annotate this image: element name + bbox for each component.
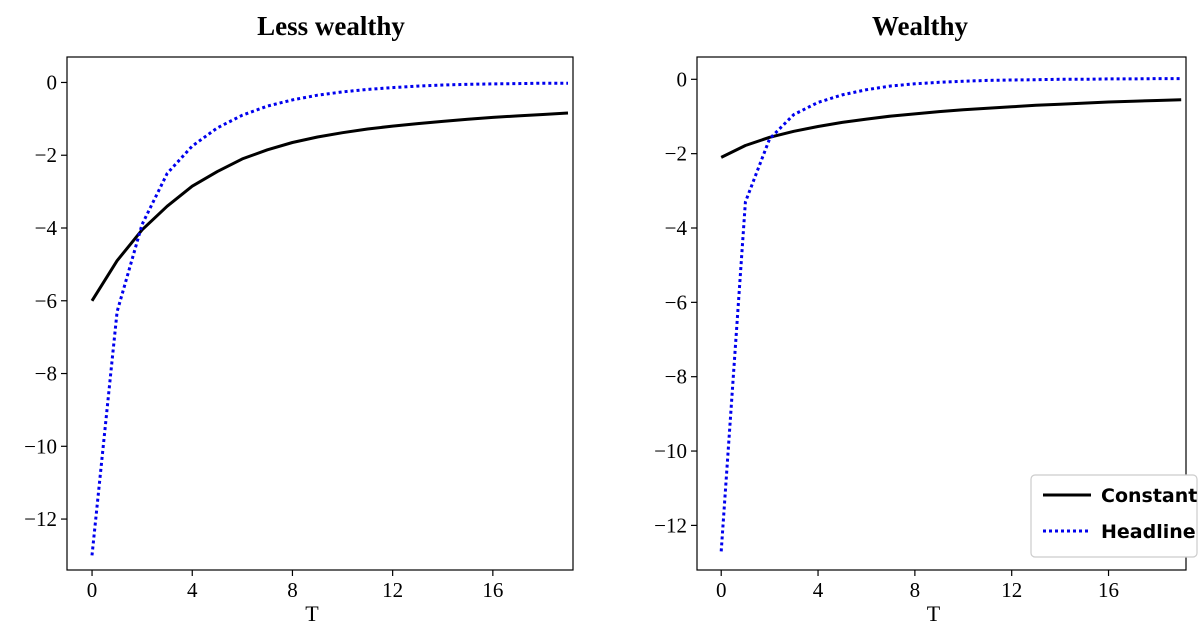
y-tick-label: −4	[35, 216, 58, 240]
y-tick-label: −2	[35, 143, 57, 167]
y-tick-label: −12	[654, 513, 687, 537]
axes-frame	[66, 56, 574, 571]
x-tick-label: 0	[87, 578, 98, 602]
y-tick-label: −12	[24, 507, 57, 531]
x-tick-label: 4	[813, 578, 824, 602]
y-tick-label: −10	[654, 439, 687, 463]
series-constant-line	[720, 98, 1182, 159]
legend-label-headline: Headline	[1101, 521, 1196, 543]
x-tick-label: 8	[287, 578, 298, 602]
axes-frame	[696, 56, 1187, 571]
y-tick-label: −6	[665, 290, 687, 314]
series-constant-line	[90, 111, 569, 302]
x-tick-label: 0	[716, 578, 727, 602]
plot-area	[719, 77, 1182, 552]
y-tick-label: −4	[665, 216, 688, 240]
x-axis-label: T	[305, 601, 319, 624]
panel-wealthy: Wealthy 0 4 8 12 16 0 −2 −4 −6 −8 −10 −12 T Constant He…	[654, 11, 1198, 624]
chart-title: Less wealthy	[257, 11, 405, 41]
x-tick-label: 16	[1098, 578, 1119, 602]
legend-label-constant: Constant	[1101, 485, 1197, 507]
panel-less-wealthy: Less wealthy 0 4 8 12 16 0 −2 −4 −6 −8 −10 −12 T	[24, 11, 574, 624]
y-tick-label: −8	[665, 365, 687, 389]
y-tick-label: −10	[24, 434, 57, 458]
series-headline-line	[90, 81, 568, 556]
legend: Constant Headline	[1030, 474, 1198, 558]
y-tick-label: 0	[677, 67, 688, 91]
x-tick-label: 12	[1001, 578, 1022, 602]
x-tick-label: 8	[910, 578, 921, 602]
series-headline-line	[719, 77, 1182, 552]
y-tick-label: 0	[47, 70, 58, 94]
x-tick-label: 16	[482, 578, 503, 602]
y-tick-label: −8	[35, 362, 57, 386]
plot-area	[90, 81, 569, 556]
chart-title: Wealthy	[872, 11, 969, 41]
x-axis-label: T	[927, 601, 941, 624]
y-tick-label: −6	[35, 289, 57, 313]
y-tick-label: −2	[665, 142, 687, 166]
x-tick-label: 12	[382, 578, 403, 602]
x-tick-label: 4	[187, 578, 198, 602]
